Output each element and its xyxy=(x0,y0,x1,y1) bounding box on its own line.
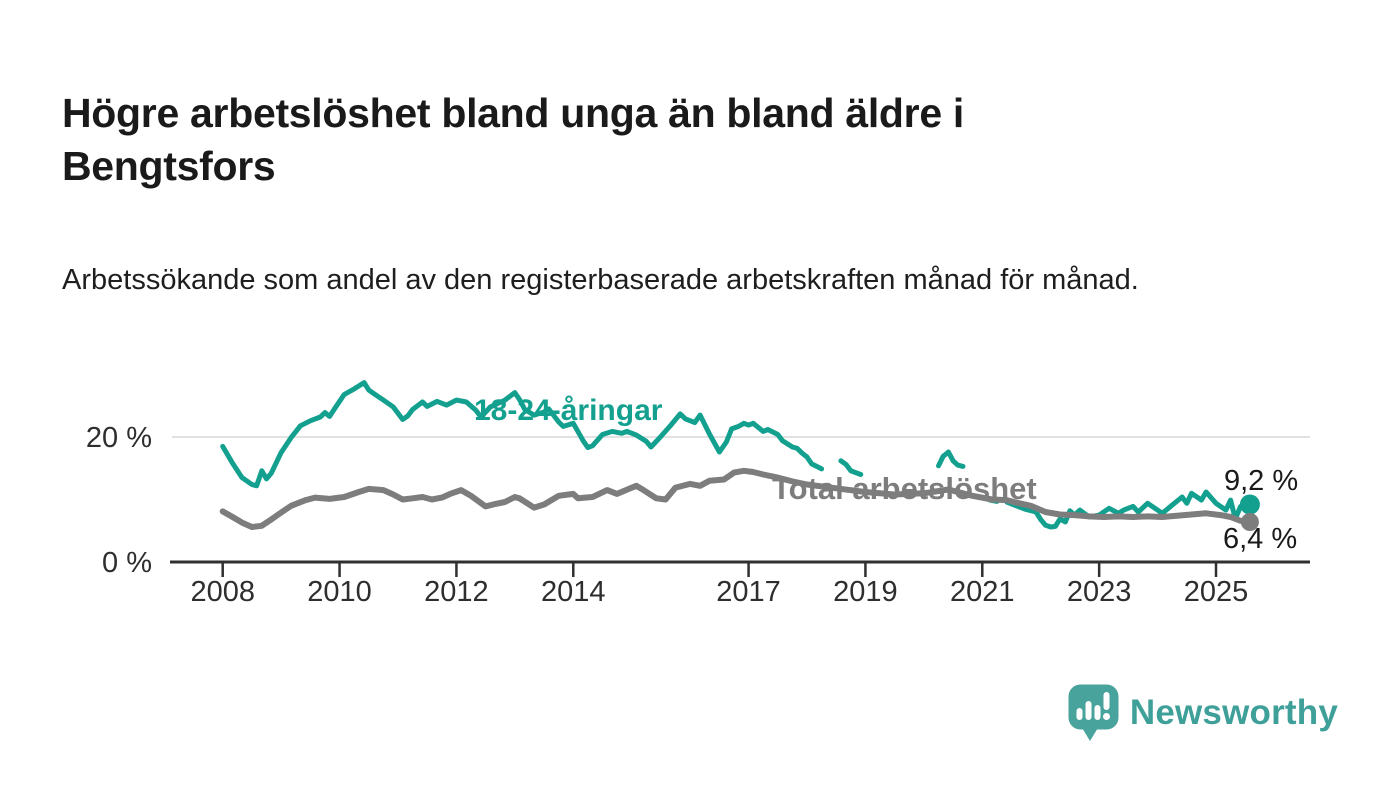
x-tick-label-2019: 2019 xyxy=(833,576,898,608)
newsworthy-wordmark: Newsworthy xyxy=(1129,693,1338,732)
speech-bubble-bar-chart-icon xyxy=(1068,684,1119,741)
x-tick-label-2023: 2023 xyxy=(1067,576,1132,608)
page-subtitle: Arbetssökande som andel av den registerb… xyxy=(62,264,1139,296)
y-tick-label-0: 0 % xyxy=(102,547,152,579)
x-tick-label-2017: 2017 xyxy=(716,576,781,608)
series-line-youth xyxy=(936,449,966,469)
x-tick-label-2025: 2025 xyxy=(1184,576,1249,608)
newsworthy-logo: Newsworthy xyxy=(1068,684,1338,742)
x-tick-label-2010: 2010 xyxy=(307,576,372,608)
x-tick-label-2014: 2014 xyxy=(541,576,606,608)
series-label-youth: 18-24-åringar xyxy=(474,394,663,427)
end-dot-youth xyxy=(1239,494,1260,515)
end-value-label-youth: 9,2 % xyxy=(1224,465,1298,497)
x-tick-label-2021: 2021 xyxy=(950,576,1015,608)
y-tick-label-20: 20 % xyxy=(86,422,152,454)
x-tick-label-2012: 2012 xyxy=(424,576,489,608)
chart-canvas: 2008 2010 2012 2014 2017 2019 2021 2023 2025 0 % 2… xyxy=(86,380,1310,608)
unemployment-line-chart: 2008 2010 2012 2014 2017 2019 2021 2023 2025 0 % 2… xyxy=(0,350,1400,630)
end-value-label-total: 6,4 % xyxy=(1223,523,1297,555)
series-line-youth xyxy=(838,458,864,477)
page-title: Högre arbetslöshet bland unga än bland ä… xyxy=(62,90,965,189)
end-dot-total xyxy=(1240,513,1259,531)
series-line-youth xyxy=(220,380,825,489)
x-tick-label-2008: 2008 xyxy=(190,576,255,608)
series-label-total: Total arbetslöshet xyxy=(772,471,1037,506)
series-line-youth xyxy=(1004,489,1253,530)
series-line-total xyxy=(219,467,1253,530)
